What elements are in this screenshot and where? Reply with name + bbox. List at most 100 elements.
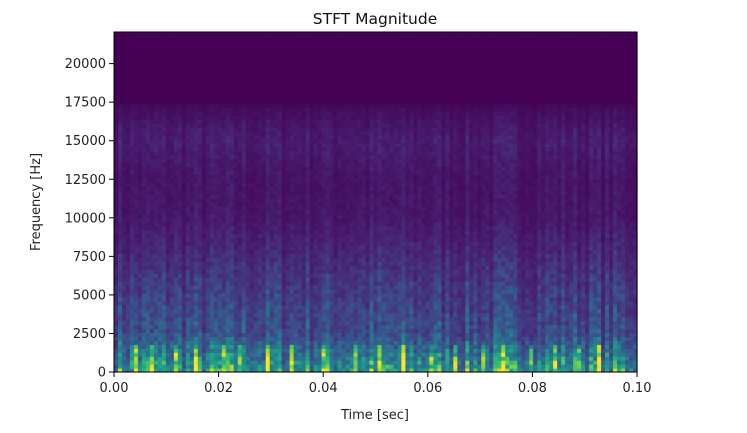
heatmap-cell <box>217 368 223 373</box>
heatmap-cell <box>269 55 275 61</box>
heatmap-cell <box>337 277 343 282</box>
heatmap-cell <box>165 328 171 334</box>
heatmap-cell <box>181 202 187 207</box>
heatmap-cell <box>133 336 139 341</box>
heatmap-cell <box>305 126 311 132</box>
heatmap-cell <box>257 111 263 116</box>
heatmap-cell <box>141 340 147 345</box>
heatmap-cell <box>205 35 211 41</box>
heatmap-cell <box>145 35 151 41</box>
heatmap-cell <box>261 39 267 45</box>
heatmap-cell <box>289 99 295 104</box>
heatmap-cell <box>181 336 187 341</box>
heatmap-cell <box>313 352 319 357</box>
heatmap-cell <box>285 118 291 124</box>
heatmap-cell <box>225 324 231 330</box>
heatmap-cell <box>237 178 243 183</box>
heatmap-cell <box>114 32 119 37</box>
heatmap-cell <box>253 344 259 349</box>
heatmap-cell <box>213 261 219 266</box>
heatmap-cell <box>137 273 143 278</box>
heatmap-cell <box>165 332 171 338</box>
heatmap-cell <box>169 328 175 334</box>
heatmap-cell <box>137 340 143 345</box>
heatmap-cell <box>341 300 347 306</box>
heatmap-cell <box>329 95 335 100</box>
heatmap-cell <box>257 154 263 160</box>
heatmap-cell <box>169 233 175 239</box>
heatmap-cell <box>293 162 299 168</box>
heatmap-cell <box>273 150 279 156</box>
heatmap-cell <box>125 134 131 140</box>
heatmap-cell <box>265 312 271 318</box>
heatmap-cell <box>157 63 163 69</box>
heatmap-cell <box>121 99 127 104</box>
heatmap-cell <box>137 150 143 156</box>
heatmap-cell <box>257 51 263 57</box>
heatmap-cell <box>321 194 327 199</box>
heatmap-cell <box>225 107 231 112</box>
heatmap-cell <box>257 67 263 73</box>
heatmap-cell <box>261 67 267 73</box>
heatmap-cell <box>201 328 207 334</box>
heatmap-cell <box>245 122 251 128</box>
heatmap-cell <box>129 332 135 338</box>
heatmap-cell <box>297 308 303 314</box>
heatmap-cell <box>241 202 247 207</box>
heatmap-cell <box>133 249 139 254</box>
heatmap-cell <box>193 281 199 286</box>
heatmap-cell <box>329 340 335 345</box>
heatmap-cell <box>201 43 207 49</box>
heatmap-cell <box>341 95 347 100</box>
heatmap-cell <box>189 39 195 45</box>
heatmap-cell <box>277 99 283 104</box>
heatmap-cell <box>205 245 211 251</box>
heatmap-cell <box>161 281 167 286</box>
heatmap-cell <box>293 202 299 207</box>
heatmap-cell <box>221 348 227 353</box>
heatmap-cell <box>229 79 235 84</box>
heatmap-cell <box>301 75 307 81</box>
heatmap-cell <box>321 95 327 100</box>
heatmap-cell <box>249 99 255 104</box>
heatmap-cell <box>257 277 263 282</box>
heatmap-cell <box>253 35 259 41</box>
heatmap-cell <box>309 316 315 322</box>
heatmap-cell <box>285 32 291 37</box>
heatmap-cell <box>273 217 279 223</box>
heatmap-cell <box>237 257 243 262</box>
heatmap-cell <box>333 59 339 65</box>
heatmap-cell <box>117 182 123 187</box>
heatmap-cell <box>317 51 323 57</box>
heatmap-cell <box>165 300 171 306</box>
heatmap-cell <box>273 32 279 37</box>
heatmap-cell <box>157 273 163 278</box>
heatmap-cell <box>253 130 259 136</box>
heatmap-cell <box>285 269 291 274</box>
heatmap-cell <box>125 162 131 168</box>
heatmap-cell <box>133 142 139 148</box>
heatmap-cell <box>137 166 143 171</box>
heatmap-cell <box>117 55 123 61</box>
heatmap-cell <box>221 320 227 326</box>
heatmap-cell <box>281 107 287 112</box>
heatmap-cell <box>253 43 259 49</box>
heatmap-cell <box>181 257 187 262</box>
heatmap-cell <box>225 245 231 251</box>
heatmap-cell <box>189 118 195 124</box>
heatmap-cell <box>177 269 183 274</box>
heatmap-cell <box>161 59 167 65</box>
heatmap-cell <box>325 107 331 112</box>
heatmap-cell <box>177 257 183 262</box>
heatmap-cell <box>129 122 135 128</box>
heatmap-cell <box>153 162 159 168</box>
heatmap-cell <box>173 202 179 207</box>
heatmap-cell <box>281 47 287 53</box>
heatmap-cell <box>145 257 151 262</box>
heatmap-cell <box>193 328 199 334</box>
heatmap-cell <box>177 166 183 171</box>
heatmap-cell <box>249 217 255 223</box>
heatmap-cell <box>114 35 119 41</box>
heatmap-cell <box>129 356 135 361</box>
heatmap-cell <box>129 205 135 211</box>
